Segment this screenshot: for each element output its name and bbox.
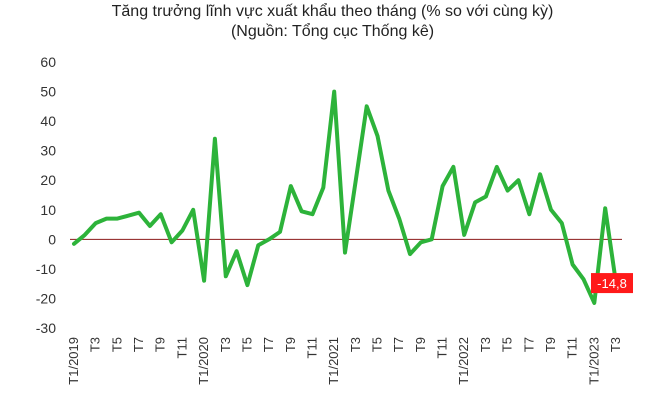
data-point bbox=[452, 166, 454, 168]
data-point bbox=[463, 234, 465, 236]
x-tick-label: T3 bbox=[218, 337, 233, 352]
data-point bbox=[333, 91, 335, 93]
data-point bbox=[192, 209, 194, 211]
data-point bbox=[420, 241, 422, 243]
data-point bbox=[257, 244, 259, 246]
data-point bbox=[116, 218, 118, 220]
x-tick-label: T9 bbox=[153, 337, 168, 352]
x-tick-label: T11 bbox=[435, 337, 450, 358]
data-point bbox=[203, 280, 205, 282]
data-point bbox=[409, 253, 411, 255]
data-point bbox=[485, 195, 487, 197]
data-point bbox=[214, 138, 216, 140]
y-tick-label: 10 bbox=[40, 202, 56, 218]
data-point bbox=[171, 241, 173, 243]
data-point bbox=[572, 263, 574, 265]
data-point bbox=[268, 238, 270, 240]
data-point bbox=[138, 212, 140, 214]
x-tick-label: T9 bbox=[413, 337, 428, 352]
data-point bbox=[604, 207, 606, 209]
data-point bbox=[95, 222, 97, 224]
x-tick-label: T11 bbox=[304, 337, 319, 358]
annotation-group: -14,8 bbox=[591, 273, 633, 294]
data-point bbox=[442, 185, 444, 187]
data-point bbox=[160, 213, 162, 215]
x-tick-label: T1/2023 bbox=[586, 337, 601, 385]
data-point bbox=[73, 243, 75, 245]
data-point bbox=[528, 213, 530, 215]
data-point bbox=[225, 275, 227, 277]
y-tick-label: -20 bbox=[36, 290, 56, 306]
y-tick-label: 50 bbox=[40, 84, 56, 100]
data-point bbox=[593, 302, 595, 304]
x-tick-label: T3 bbox=[478, 337, 493, 352]
data-point bbox=[279, 231, 281, 233]
x-axis: T1/2019 T3 T5 T7 T9 T11 T1/2020 T3 T5 T7 T9 T11 T1/2… bbox=[66, 337, 623, 385]
data-point bbox=[539, 173, 541, 175]
series-line bbox=[72, 89, 618, 305]
x-tick-label: T1/2019 bbox=[66, 337, 81, 385]
y-tick-label: -10 bbox=[36, 261, 56, 277]
data-point bbox=[474, 201, 476, 203]
data-point bbox=[322, 187, 324, 189]
y-tick-label: 60 bbox=[40, 54, 56, 70]
x-tick-label: T3 bbox=[88, 337, 103, 352]
data-point bbox=[290, 185, 292, 187]
y-tick-label: 20 bbox=[40, 172, 56, 188]
data-point bbox=[301, 210, 303, 212]
data-point bbox=[387, 190, 389, 192]
x-tick-label: T5 bbox=[109, 337, 124, 352]
data-point bbox=[127, 215, 129, 217]
data-point bbox=[366, 105, 368, 107]
data-point bbox=[344, 252, 346, 254]
y-tick-label: 0 bbox=[48, 231, 56, 247]
x-tick-label: T11 bbox=[174, 337, 189, 358]
data-point bbox=[236, 250, 238, 252]
x-tick-label: T1/2020 bbox=[196, 337, 211, 385]
y-axis: 60 50 40 30 20 10 0 -10 -20 -30 bbox=[36, 54, 56, 336]
annotation-label: -14,8 bbox=[597, 276, 627, 291]
annotation-box bbox=[591, 273, 633, 294]
x-tick-label: T7 bbox=[131, 337, 146, 352]
data-point bbox=[550, 209, 552, 211]
x-tick-label: T3 bbox=[348, 337, 363, 352]
x-tick-label: T7 bbox=[391, 337, 406, 352]
x-tick-label: T11 bbox=[565, 337, 580, 358]
data-point bbox=[431, 238, 433, 240]
chart-subtitle: (Nguồn: Tổng cục Thống kê) bbox=[230, 23, 435, 40]
data-point bbox=[517, 179, 519, 181]
chart-title: Tăng trưởng lĩnh vực xuất khẩu theo thán… bbox=[111, 3, 554, 20]
data-point bbox=[561, 222, 563, 224]
x-tick-label: T5 bbox=[239, 337, 254, 352]
x-tick-label: T5 bbox=[500, 337, 515, 352]
data-point bbox=[507, 190, 509, 192]
data-point bbox=[355, 179, 357, 181]
data-point bbox=[398, 218, 400, 220]
data-point bbox=[106, 218, 108, 220]
data-point bbox=[181, 229, 183, 231]
x-tick-label: T9 bbox=[543, 337, 558, 352]
x-tick-label: T9 bbox=[283, 337, 298, 352]
data-point bbox=[377, 135, 379, 137]
series-group bbox=[72, 89, 618, 305]
x-tick-label: T1/2022 bbox=[456, 337, 471, 385]
x-tick-label: T5 bbox=[370, 337, 385, 352]
data-point bbox=[149, 225, 151, 227]
y-tick-label: 30 bbox=[40, 143, 56, 159]
x-tick-label: T7 bbox=[521, 337, 536, 352]
data-point bbox=[246, 284, 248, 286]
x-tick-label: T3 bbox=[608, 337, 623, 352]
x-tick-label: T1/2021 bbox=[326, 337, 341, 385]
y-tick-label: 40 bbox=[40, 113, 56, 129]
data-point bbox=[582, 278, 584, 280]
data-point bbox=[496, 166, 498, 168]
data-point bbox=[84, 234, 86, 236]
y-tick-label: -30 bbox=[36, 320, 56, 336]
data-point bbox=[311, 213, 313, 215]
x-tick-label: T7 bbox=[261, 337, 276, 352]
